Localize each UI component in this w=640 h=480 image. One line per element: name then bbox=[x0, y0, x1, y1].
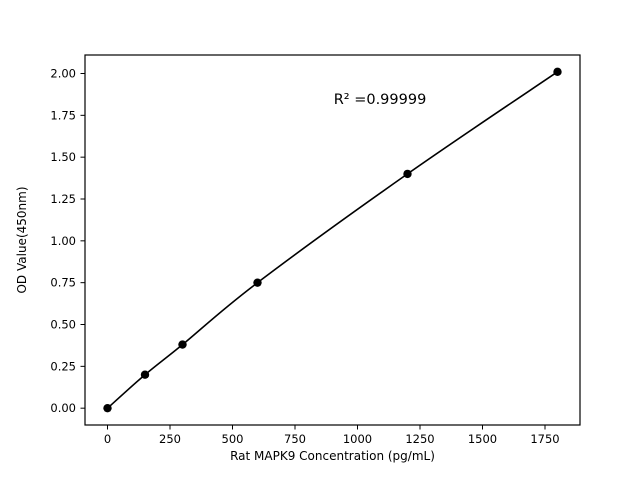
x-axis-tick-label: 1250 bbox=[405, 432, 434, 446]
data-point bbox=[140, 370, 150, 379]
y-axis-tick-label: 0.00 bbox=[50, 401, 76, 415]
y-axis-tick-label: 2.00 bbox=[50, 66, 76, 80]
x-axis-tick-label: 0 bbox=[104, 432, 111, 446]
x-axis-tick-label: 1000 bbox=[343, 432, 372, 446]
x-axis-tick-label: 1500 bbox=[468, 432, 497, 446]
x-axis-label: Rat MAPK9 Concentration (pg/mL) bbox=[230, 449, 435, 463]
y-axis-tick-label: 1.75 bbox=[50, 108, 76, 122]
y-axis-tick-label: 1.50 bbox=[50, 150, 76, 164]
y-axis-label: OD Value(450nm) bbox=[15, 186, 29, 294]
plot-spines bbox=[84, 54, 581, 426]
x-axis-tick-label: 250 bbox=[159, 432, 181, 446]
data-point bbox=[178, 340, 187, 349]
x-axis-tick-label: 500 bbox=[222, 432, 244, 446]
data-point bbox=[403, 169, 412, 179]
data-point bbox=[553, 67, 562, 77]
x-axis-tick-label: 750 bbox=[284, 432, 306, 446]
fit-line bbox=[106, 71, 558, 409]
data-point bbox=[103, 403, 112, 413]
y-axis-tick-label: 1.00 bbox=[50, 234, 76, 248]
y-axis-tick-label: 1.25 bbox=[50, 192, 76, 206]
r-squared-annotation: R² =0.99999 bbox=[333, 92, 427, 108]
y-axis-tick-label: 0.75 bbox=[50, 276, 76, 290]
y-axis-tick-label: 0.50 bbox=[50, 318, 76, 332]
data-point bbox=[253, 278, 262, 287]
y-axis-tick-label: 0.25 bbox=[50, 359, 76, 373]
x-axis-tick-label: 1750 bbox=[530, 432, 559, 446]
